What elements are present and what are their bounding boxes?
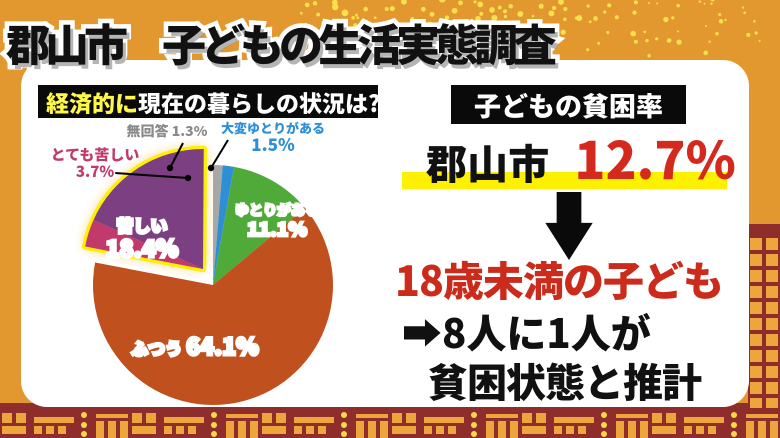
svg-text:3.7%: 3.7% bbox=[76, 161, 115, 182]
svg-text:11.1%: 11.1% bbox=[247, 215, 307, 242]
svg-text:18.4%: 18.4% bbox=[106, 230, 179, 264]
svg-text:1.5%: 1.5% bbox=[251, 131, 295, 156]
svg-text:無回答 1.3%: 無回答 1.3% bbox=[127, 121, 208, 141]
